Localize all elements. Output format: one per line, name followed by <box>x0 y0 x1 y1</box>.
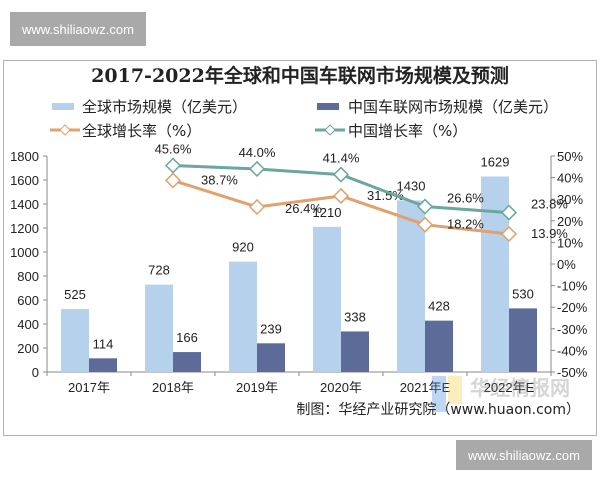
logo-mark <box>448 376 462 404</box>
y-right-tick-label: 30% <box>557 192 583 207</box>
y-right-tick-label: -40% <box>557 343 588 358</box>
bar-china <box>257 343 285 372</box>
bar-china <box>509 308 537 372</box>
line-marker <box>164 157 182 174</box>
diamond-marker-icon <box>59 124 71 136</box>
line-marker <box>248 198 266 216</box>
line-marker <box>416 198 434 215</box>
data-label: 18.2% <box>447 217 484 232</box>
data-label: 525 <box>64 287 86 302</box>
data-label: 26.4% <box>285 201 322 216</box>
line-marker <box>500 225 518 243</box>
bar-china <box>89 358 117 372</box>
y-left-tick-label: 600 <box>17 293 39 308</box>
data-label: 530 <box>512 286 534 301</box>
data-label: 114 <box>93 336 114 351</box>
y-right-tick-label: 20% <box>557 214 583 229</box>
data-label: 728 <box>148 263 170 278</box>
data-label: 920 <box>232 240 254 255</box>
data-label: 23.8% <box>531 197 568 212</box>
data-label: 38.7% <box>201 172 238 187</box>
line-marker <box>332 166 350 183</box>
legend-swatch-china-bar <box>317 103 339 110</box>
x-tick-label: 2018年 <box>152 380 194 395</box>
logo-mark <box>432 376 446 412</box>
y-left-tick-label: 1400 <box>10 197 39 212</box>
watermark-top: www.shiliaowz.com <box>10 12 146 46</box>
y-left-tick-label: 800 <box>17 269 39 284</box>
data-label: 239 <box>260 321 282 336</box>
y-left-tick-label: 1200 <box>10 221 39 236</box>
bar-china <box>341 331 369 372</box>
y-right-tick-label: -10% <box>557 279 588 294</box>
line-marker <box>500 204 518 221</box>
data-label: 45.6% <box>155 142 192 157</box>
y-left-tick-label: 0 <box>32 365 39 380</box>
data-label: 1629 <box>481 155 510 170</box>
data-label: 166 <box>176 330 198 345</box>
line-marker <box>164 172 182 189</box>
legend-label: 全球市场规模（亿美元） <box>82 98 247 116</box>
legend: 全球市场规模（亿美元） 中国车联网市场规模（亿美元） 全球增长率（%） 中国增长… <box>50 98 558 140</box>
y-left-tick-label: 1000 <box>10 245 39 260</box>
data-label: 13.9% <box>531 226 568 241</box>
x-tick-label: 2019年 <box>236 380 278 395</box>
data-label: 44.0% <box>239 145 276 160</box>
source-note: 制图：华经产业研究院（www.huaon.com） <box>296 402 580 418</box>
x-tick-label: 2021年E <box>400 380 451 395</box>
chart-title: 2017-2022年全球和中国车联网市场规模及预测 <box>91 64 509 87</box>
y-right-tick-label: 10% <box>557 235 583 250</box>
watermark-bottom: www.shiliaowz.com <box>456 440 592 470</box>
y-right-tick-label: 0% <box>557 257 576 272</box>
bar-global <box>481 176 509 372</box>
bar-global <box>229 261 257 372</box>
logo-watermark: 华经情报网 <box>432 376 570 412</box>
diamond-marker-icon <box>324 124 336 136</box>
y-right-tick-label: -50% <box>557 365 588 380</box>
bar-global <box>313 226 341 372</box>
y-left-tick-label: 1800 <box>10 149 39 164</box>
chart-frame <box>3 60 597 436</box>
line-marker <box>248 160 266 178</box>
logo-text: 华经情报网 <box>470 376 570 400</box>
data-label: 428 <box>428 299 450 314</box>
x-tick-label: 2022年E <box>484 380 535 395</box>
data-label: 31.5% <box>367 188 404 203</box>
y-left-tick-label: 200 <box>17 341 39 356</box>
data-label: 1210 <box>313 205 342 220</box>
bar-china <box>425 320 453 372</box>
line-marker <box>332 187 350 205</box>
y-right-tick-label: -30% <box>557 322 588 337</box>
y-right-tick-label: 40% <box>557 171 583 186</box>
x-tick-label: 2017年 <box>68 380 110 395</box>
bar-global <box>61 309 89 372</box>
bar-global <box>145 284 173 372</box>
y-left-tick-label: 1600 <box>10 173 39 188</box>
legend-swatch-global-bar <box>52 103 74 110</box>
legend-label: 中国车联网市场规模（亿美元） <box>348 98 558 116</box>
data-label: 338 <box>344 309 366 324</box>
bar-global <box>397 200 425 372</box>
x-tick-label: 2020年 <box>320 380 362 395</box>
legend-label: 全球增长率（%） <box>82 122 201 140</box>
data-label: 41.4% <box>323 151 360 166</box>
line-marker <box>416 216 434 233</box>
y-right-tick-label: -20% <box>557 300 588 315</box>
legend-label: 中国增长率（%） <box>348 122 467 140</box>
bar-china <box>173 352 201 372</box>
y-right-tick-label: 50% <box>557 149 583 164</box>
data-label: 1430 <box>397 178 426 193</box>
y-left-tick-label: 400 <box>17 317 39 332</box>
data-label: 26.6% <box>447 191 484 206</box>
